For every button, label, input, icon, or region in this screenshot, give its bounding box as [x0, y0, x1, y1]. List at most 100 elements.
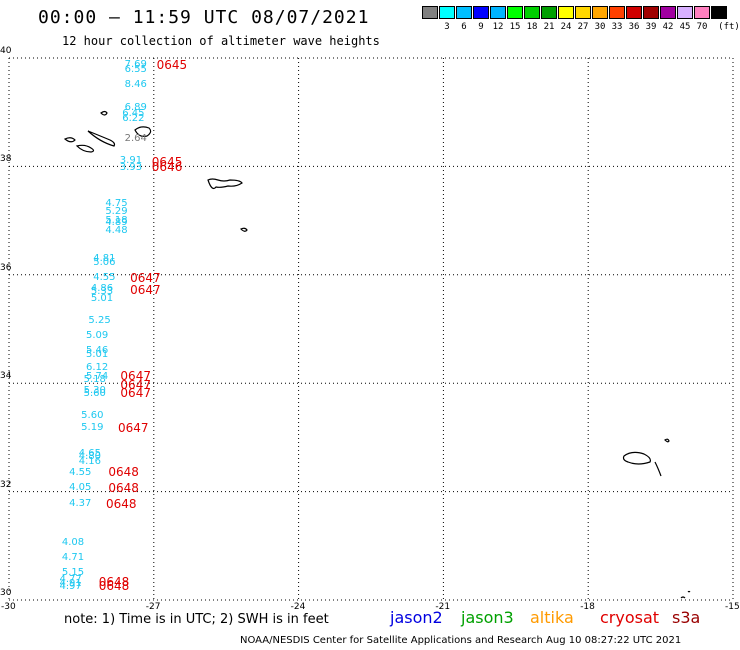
- swh-value: 5.29: [105, 206, 128, 218]
- lon-tick-label: -24: [290, 602, 306, 612]
- time-label: 0647: [118, 421, 149, 436]
- legend-label: 27: [577, 22, 589, 32]
- legend-label: 70: [696, 22, 708, 32]
- legend-swatch: [422, 6, 438, 19]
- swh-value: 4.80: [78, 450, 102, 462]
- lat-tick-label: 34: [0, 371, 12, 382]
- swh-value: 5.30: [83, 385, 106, 397]
- time-label: 0645: [156, 58, 188, 73]
- swh-value: 5.18: [105, 214, 128, 226]
- satellite-s3a: s3a: [672, 608, 701, 627]
- time-label: 0648: [98, 578, 130, 593]
- madeira-coastlines: [622, 438, 691, 599]
- legend-label: 42: [662, 22, 674, 32]
- swh-value: 5.19: [81, 422, 104, 434]
- satellite-jason3: jason3: [461, 608, 514, 627]
- legend-label: 45: [679, 22, 691, 32]
- legend-swatch: [575, 6, 591, 19]
- time-label: 0647: [130, 270, 161, 285]
- legend-label: 30: [594, 22, 606, 32]
- legend-swatch: [694, 6, 710, 19]
- swh-value: 4.86: [90, 283, 114, 295]
- legend-swatch: [524, 6, 540, 19]
- swh-value: 6.89: [124, 101, 147, 113]
- swh-value: 4.71: [61, 552, 85, 564]
- legend-label: 21: [543, 22, 555, 32]
- swh-value: 5.01: [86, 349, 109, 361]
- legend-label: 3: [444, 22, 450, 32]
- swh-value: 5.46: [86, 344, 109, 356]
- legend-label: 36: [628, 22, 640, 32]
- legend-label: 18: [526, 22, 538, 32]
- swh-value: 3.91: [119, 154, 143, 166]
- swh-value: 4.81: [93, 252, 116, 264]
- note-text: note: 1) Time is in UTC; 2) SWH is in fe…: [64, 612, 329, 627]
- legend-swatch: [456, 6, 472, 19]
- legend-swatch: [711, 6, 727, 19]
- swh-value: 6.45: [122, 107, 145, 119]
- swh-value: 4.77: [59, 573, 82, 585]
- swh-value: 5.18: [83, 374, 106, 386]
- map-title: 00:00 – 11:59 UTC 08/07/2021: [38, 7, 370, 28]
- time-label: 0648: [108, 465, 139, 480]
- swh-value: 5.60: [81, 409, 104, 421]
- swh-value: 6.22: [122, 112, 145, 124]
- swh-value: 4.05: [69, 482, 92, 494]
- legend-label: 15: [509, 22, 521, 32]
- legend-swatch: [626, 6, 642, 19]
- swh-value: 4.89: [105, 217, 128, 229]
- satellite-jason2: jason2: [390, 608, 443, 627]
- legend-swatch: [541, 6, 557, 19]
- time-label: 0646: [151, 160, 183, 175]
- legend-swatch: [507, 6, 523, 19]
- plot-frame: [8, 57, 734, 601]
- swh-value: 4.65: [78, 447, 102, 459]
- swh-value: 4.16: [78, 455, 102, 467]
- time-label: 0648: [98, 574, 130, 589]
- swh-value: 3.93: [119, 162, 143, 174]
- swh-value: 4.75: [105, 198, 128, 210]
- swh-value: 7.69: [124, 59, 147, 71]
- lat-tick-label: 32: [0, 479, 12, 490]
- legend-label: 24: [560, 22, 572, 32]
- azores-coastlines: [63, 110, 248, 232]
- lat-tick-label: 30: [0, 588, 12, 598]
- swh-value: 2.64: [124, 133, 147, 145]
- time-label: 0648: [108, 481, 139, 496]
- legend-swatch: [660, 6, 676, 19]
- legend-label: 39: [645, 22, 657, 32]
- lat-tick-label: 40: [0, 46, 12, 56]
- legend-label: 33: [611, 22, 623, 32]
- time-label: 0647: [120, 385, 151, 400]
- satellite-cryosat: cryosat: [600, 608, 660, 627]
- time-label: 0648: [105, 497, 137, 512]
- legend-swatch: [677, 6, 693, 19]
- legend-label: 6: [461, 22, 467, 32]
- lon-tick-label: -15: [725, 602, 740, 612]
- legend-swatch: [609, 6, 625, 19]
- lon-tick-label: -18: [580, 602, 595, 612]
- swh-value: 4.91: [59, 577, 82, 589]
- lon-tick-label: -27: [145, 602, 161, 612]
- swh-value: 4.08: [61, 537, 85, 549]
- map-subtitle: 12 hour collection of altimeter wave hei…: [62, 34, 380, 48]
- swh-value: 5.60: [83, 388, 106, 400]
- swh-value: 4.97: [59, 580, 82, 592]
- legend-swatch: [473, 6, 489, 19]
- time-label: 0647: [120, 369, 151, 384]
- legend-swatch: [490, 6, 506, 19]
- legend-swatch: [592, 6, 608, 19]
- swh-value: 4.48: [105, 225, 128, 237]
- swh-value: 6.55: [124, 63, 147, 75]
- swh-value: 5.15: [61, 566, 85, 578]
- swh-value: 5.09: [86, 330, 109, 342]
- lat-tick-label: 36: [0, 262, 12, 273]
- legend-swatch: [643, 6, 659, 19]
- swh-value: 4.55: [69, 466, 92, 478]
- swh-value: 6.12: [86, 362, 109, 374]
- legend-label: 12: [492, 22, 504, 32]
- swh-value: 8.46: [124, 79, 147, 91]
- swh-value: 5.74: [86, 370, 109, 382]
